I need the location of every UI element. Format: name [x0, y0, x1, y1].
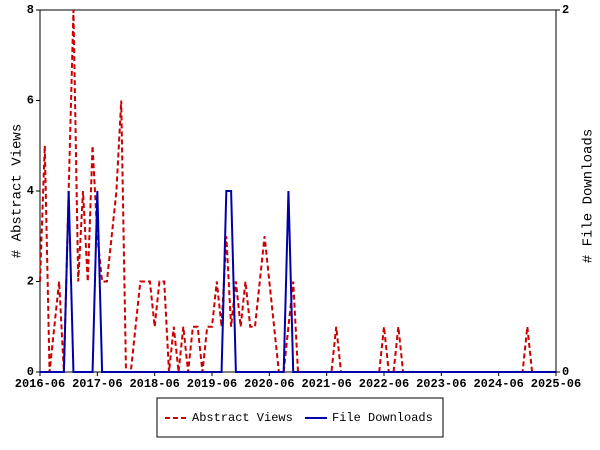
- x-tick-label: 2021-06: [301, 377, 351, 391]
- y2-tick-label: 2: [562, 3, 569, 17]
- y-tick-label: 6: [27, 94, 34, 108]
- y-tick-label: 2: [27, 275, 34, 289]
- y-tick-label: 8: [27, 3, 34, 17]
- y-tick-label: 4: [27, 184, 34, 198]
- series-line: [40, 190, 556, 373]
- x-tick-label: 2023-06: [416, 377, 466, 391]
- legend-label: File Downloads: [332, 411, 433, 425]
- y2-axis-label: # File Downloads: [581, 129, 597, 263]
- x-tick-label: 2017-06: [72, 377, 122, 391]
- x-tick-label: 2020-06: [244, 377, 294, 391]
- y-axis-label: # Abstract Views: [10, 124, 26, 258]
- x-tick-label: 2024-06: [473, 377, 523, 391]
- x-tick-label: 2019-06: [187, 377, 237, 391]
- series-line: [39, 9, 556, 373]
- y2-tick-label: 0: [562, 365, 569, 379]
- x-tick-label: 2022-06: [359, 377, 409, 391]
- legend-label: Abstract Views: [192, 411, 293, 425]
- y-tick-label: 0: [27, 365, 34, 379]
- x-tick-label: 2025-06: [531, 377, 581, 391]
- x-tick-label: 2016-06: [15, 377, 65, 391]
- plot-frame: [39, 9, 557, 373]
- legend: [156, 397, 444, 438]
- x-tick-label: 2018-06: [129, 377, 179, 391]
